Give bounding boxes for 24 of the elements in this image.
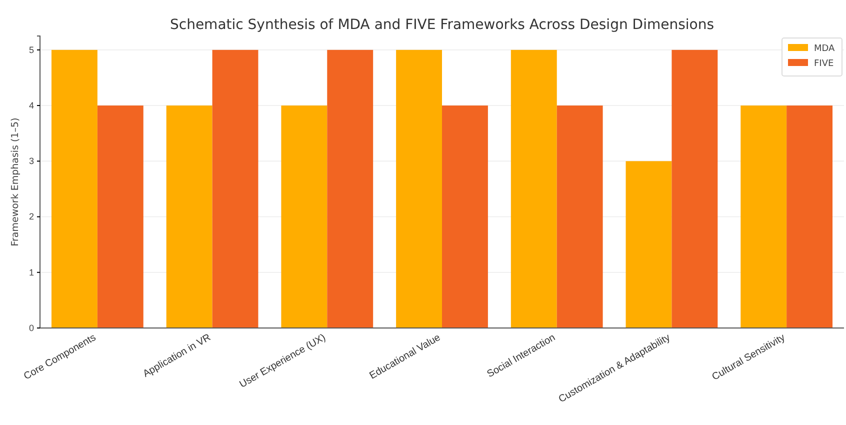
chart-title: Schematic Synthesis of MDA and FIVE Frameworks Across Design Dimensions xyxy=(170,17,714,33)
bar xyxy=(51,50,98,328)
y-tick-label: 3 xyxy=(28,156,34,166)
bar xyxy=(740,106,787,328)
legend-label: MDA xyxy=(814,44,836,54)
bar xyxy=(281,106,328,328)
y-tick-label: 1 xyxy=(28,267,34,278)
bar xyxy=(327,50,374,328)
y-tick-label: 2 xyxy=(28,212,34,222)
y-tick-label: 5 xyxy=(28,44,34,55)
bar xyxy=(442,106,488,328)
legend-label: FIVE xyxy=(814,59,834,69)
bar xyxy=(786,106,833,328)
bar xyxy=(97,106,144,328)
bar xyxy=(396,50,442,328)
bar xyxy=(626,161,672,328)
y-tick-label: 4 xyxy=(28,100,34,110)
bar xyxy=(212,50,258,328)
bar xyxy=(556,106,603,328)
bar xyxy=(166,106,212,328)
bar xyxy=(510,50,557,328)
y-axis-title: Framework Emphasis (1–5) xyxy=(10,118,21,246)
bar xyxy=(672,50,718,328)
y-tick-label: 0 xyxy=(28,322,34,333)
